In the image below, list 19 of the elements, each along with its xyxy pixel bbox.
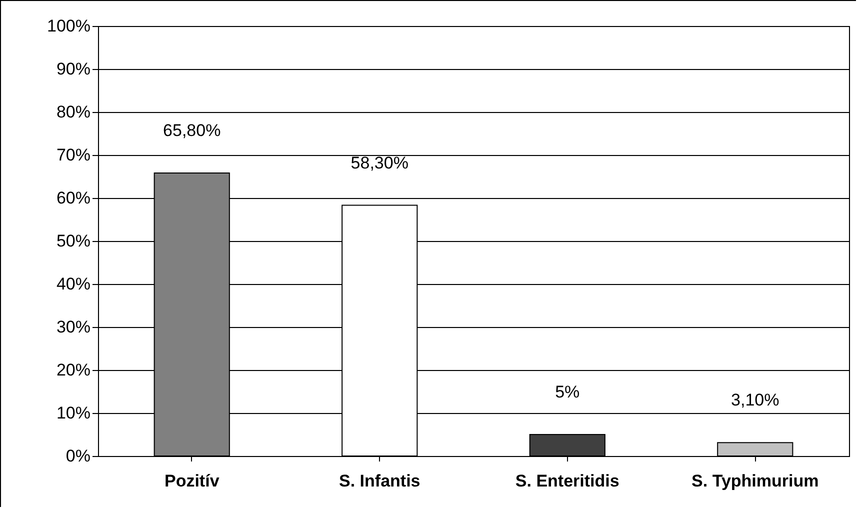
y-tick-label: 50% xyxy=(56,232,90,250)
y-tick-label: 90% xyxy=(56,60,90,78)
y-tick-label: 70% xyxy=(56,146,90,164)
x-tick-label: S. Infantis xyxy=(339,472,420,490)
y-tick-label: 20% xyxy=(56,360,90,380)
data-label: 3,10% xyxy=(731,390,780,410)
y-tick-label: 60% xyxy=(56,188,90,208)
data-label: 65,80% xyxy=(163,121,221,140)
y-tick-label: 10% xyxy=(56,404,90,422)
y-tick-label: 40% xyxy=(56,274,90,294)
y-tick-label: 30% xyxy=(56,318,90,336)
y-tick-label: 80% xyxy=(56,102,90,122)
data-label: 5% xyxy=(555,382,580,402)
x-tick-label: S. Typhimurium xyxy=(692,472,819,490)
y-tick-label: 100% xyxy=(47,16,90,36)
x-tick-label: Pozitív xyxy=(164,472,220,490)
x-tick-label: S. Enteritidis xyxy=(515,472,620,490)
y-tick-label: 0% xyxy=(66,446,90,466)
data-label: 58,30% xyxy=(350,153,408,172)
